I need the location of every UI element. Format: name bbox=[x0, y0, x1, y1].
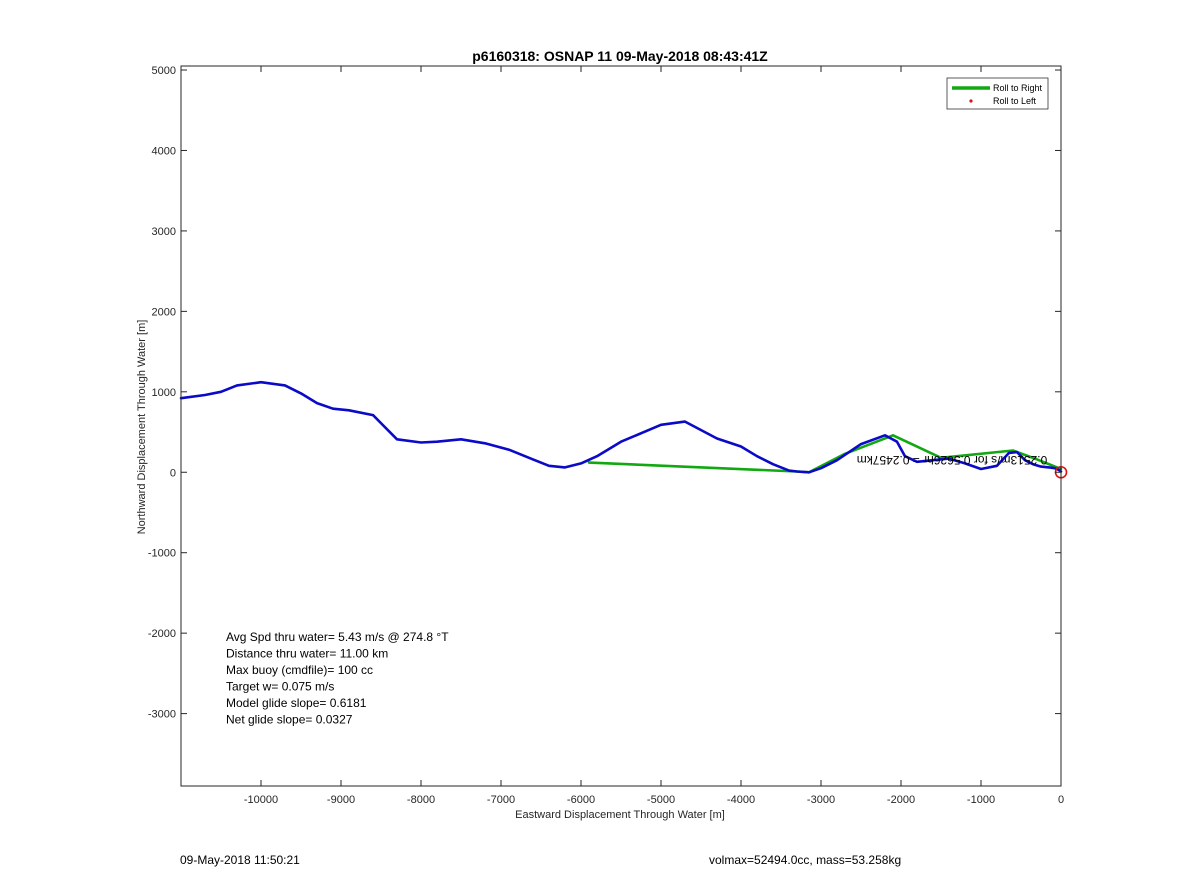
stats-line: Max buoy (cmdfile)= 100 cc bbox=[226, 663, 373, 677]
y-tick-label: 5000 bbox=[152, 65, 176, 77]
y-tick-label: 4000 bbox=[152, 145, 176, 157]
track-speed-label: 0.2513m/s for 0.5626hr = 0.2457km bbox=[857, 453, 1047, 467]
x-tick-label: -10000 bbox=[244, 794, 278, 806]
plot-border bbox=[180, 65, 1062, 787]
y-tick-label: 3000 bbox=[152, 226, 176, 238]
footer-vol-mass: volmax=52494.0cc, mass=53.258kg bbox=[709, 853, 902, 867]
footer-timestamp: 09-May-2018 11:50:21 bbox=[180, 853, 300, 867]
x-tick-label: -1000 bbox=[967, 794, 995, 806]
x-tick-label: -6000 bbox=[567, 794, 595, 806]
axis-ticks: -10000 -9000 -8000 -7000 -6000 -5000 -4000 -300… bbox=[148, 65, 1064, 806]
stats-line: Net glide slope= 0.0327 bbox=[226, 713, 353, 727]
plot-area bbox=[181, 66, 1061, 786]
x-tick-label: 0 bbox=[1058, 794, 1064, 806]
legend-swatch-roll-left bbox=[969, 99, 973, 103]
stats-line: Target w= 0.075 m/s bbox=[226, 680, 334, 694]
y-tick-label: -1000 bbox=[148, 548, 176, 560]
x-tick-label: -4000 bbox=[727, 794, 755, 806]
legend-label-roll-left: Roll to Left bbox=[993, 96, 1037, 106]
x-tick-label: -8000 bbox=[407, 794, 435, 806]
stats-annotation: Avg Spd thru water= 5.43 m/s @ 274.8 °T D… bbox=[226, 630, 449, 727]
y-axis-label: Northward Displacement Through Water [m] bbox=[136, 320, 148, 535]
x-axis-label: Eastward Displacement Through Water [m] bbox=[515, 809, 725, 821]
x-tick-label: -2000 bbox=[887, 794, 915, 806]
legend: Roll to Right Roll to Left bbox=[946, 77, 1049, 110]
stats-line: Model glide slope= 0.6181 bbox=[226, 696, 367, 710]
series-line-track bbox=[179, 380, 1063, 474]
chart-title: p6160318: OSNAP 11 09-May-2018 08:43:41Z bbox=[472, 48, 768, 64]
x-tick-label: -9000 bbox=[327, 794, 355, 806]
x-tick-label: -5000 bbox=[647, 794, 675, 806]
plot-frame bbox=[181, 66, 1061, 786]
legend-label-roll-right: Roll to Right bbox=[993, 83, 1043, 93]
y-tick-label: -3000 bbox=[148, 709, 176, 721]
stats-line: Avg Spd thru water= 5.43 m/s @ 274.8 °T bbox=[226, 630, 449, 644]
y-tick-label: -2000 bbox=[148, 628, 176, 640]
x-tick-label: -7000 bbox=[487, 794, 515, 806]
legend-box bbox=[946, 77, 1049, 110]
y-tick-label: 2000 bbox=[152, 306, 176, 318]
y-tick-label: 1000 bbox=[152, 387, 176, 399]
y-tick-label: 0 bbox=[170, 467, 176, 479]
x-tick-label: -3000 bbox=[807, 794, 835, 806]
stats-line: Distance thru water= 11.00 km bbox=[226, 647, 388, 661]
